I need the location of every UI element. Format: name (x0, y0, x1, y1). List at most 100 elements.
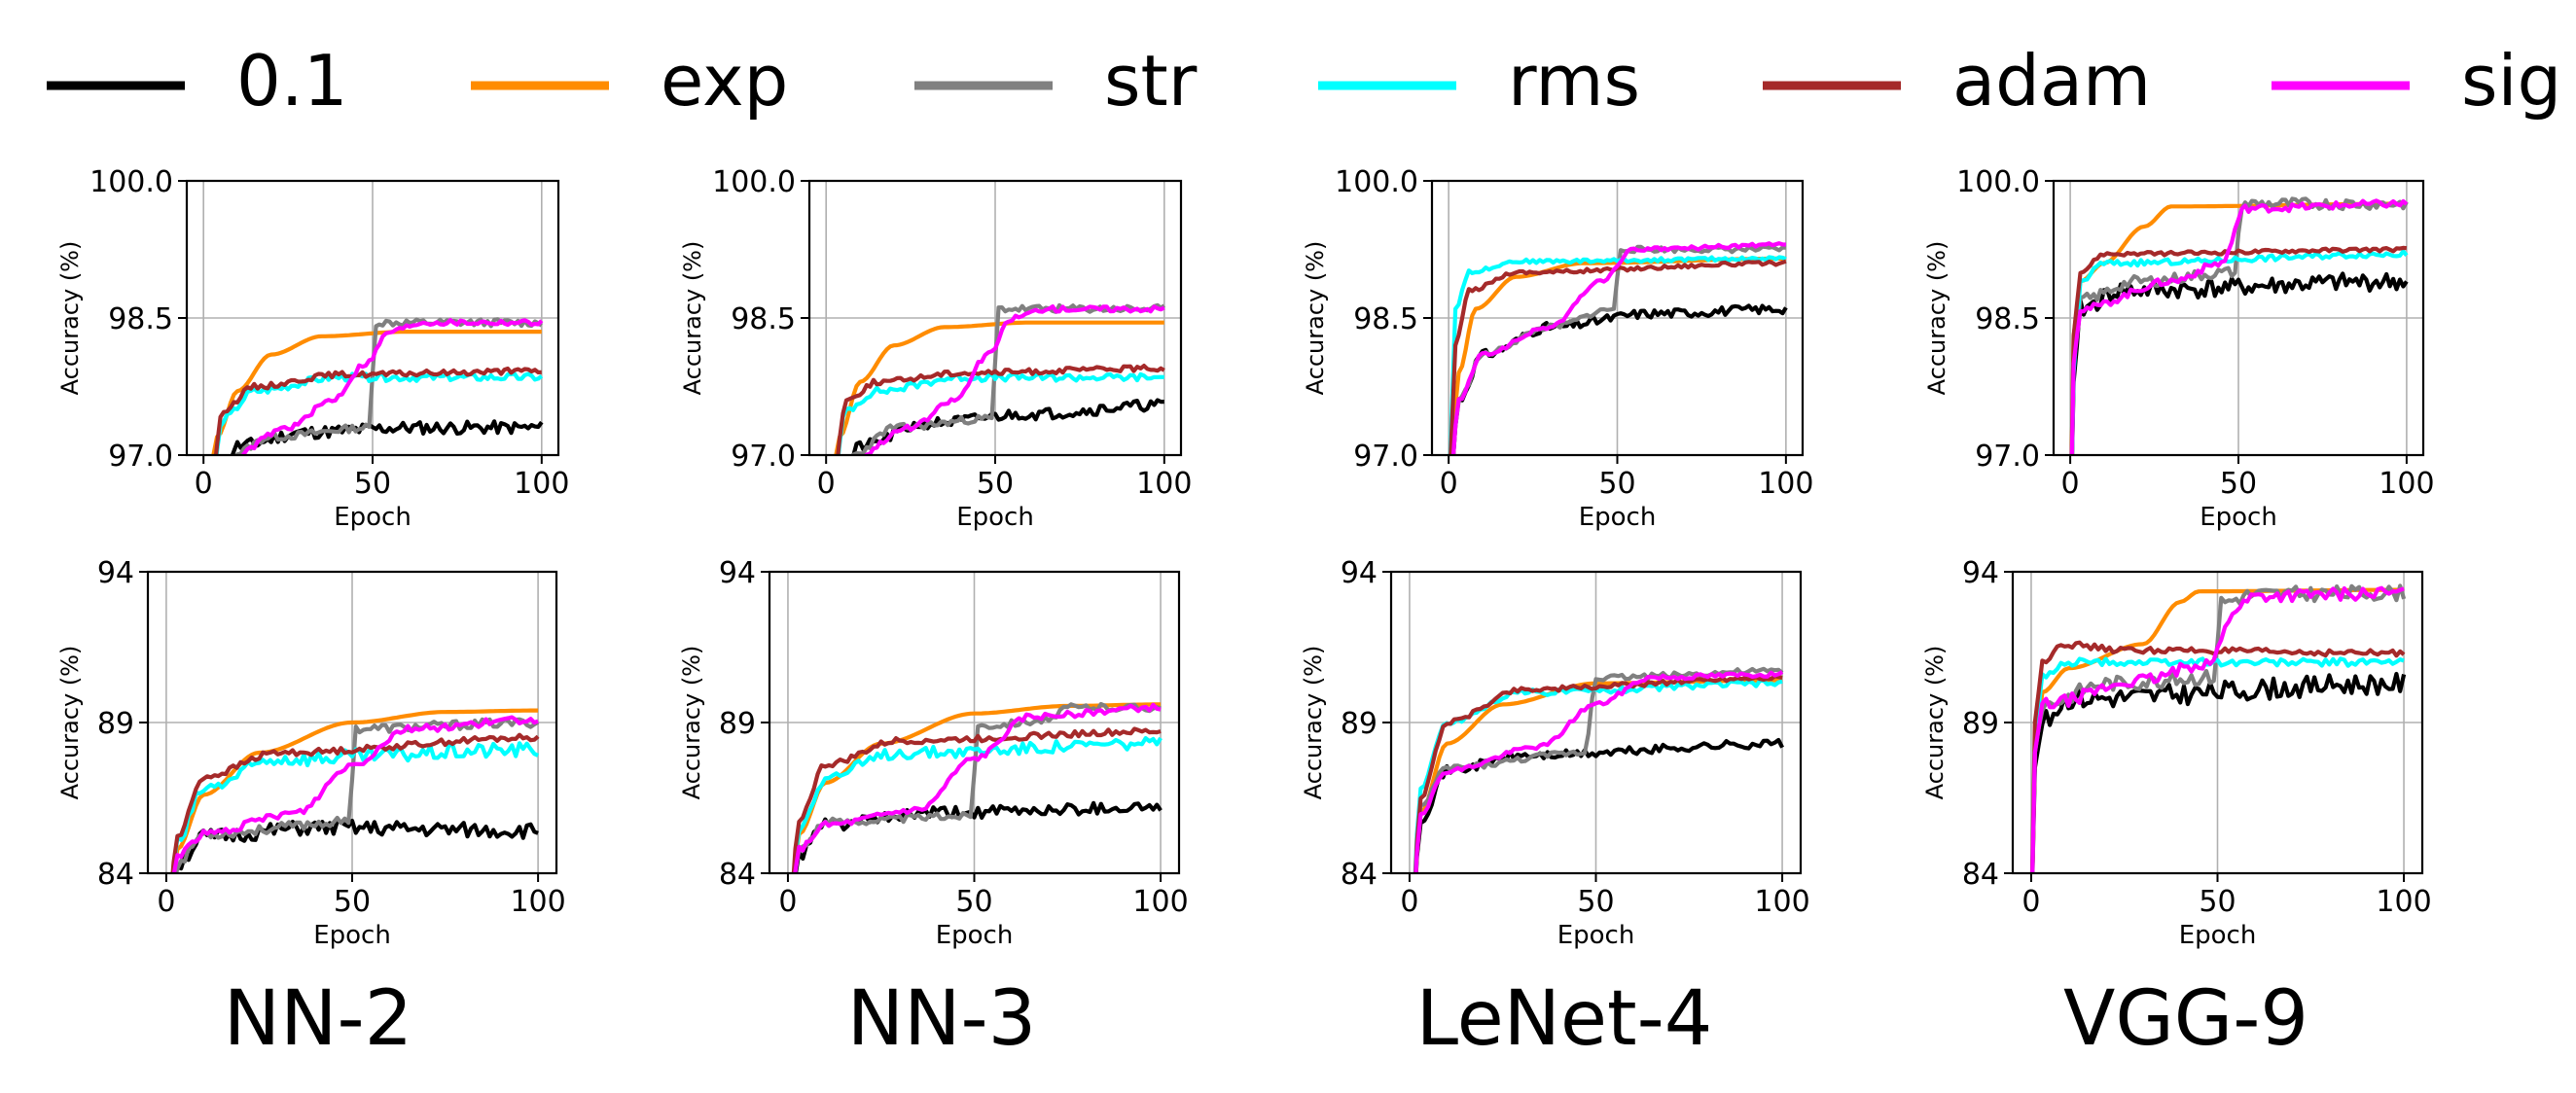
legend-label-rms: rms (1508, 40, 1640, 122)
x-tick-label-50: 50 (977, 467, 1014, 501)
legend-label-c01: 0.1 (236, 40, 348, 122)
x-tick-label-0: 0 (157, 885, 175, 919)
x-tick-label-50: 50 (334, 885, 371, 919)
y-tick-label-100.0: 100.0 (1335, 165, 1418, 199)
y-tick-label-89: 89 (1341, 707, 1377, 741)
series-line-adam (1413, 674, 1783, 873)
x-axis-label: Epoch (334, 503, 411, 532)
model-name-vgg-9: VGG-9 (2063, 975, 2308, 1063)
legend-label-exp: exp (661, 40, 788, 122)
chart-top-nn-2: 0 50 100 97.0 98.5 100.0 Epoch Accuracy (%) (56, 165, 569, 532)
legend-label-adam: adam (1952, 40, 2151, 122)
chart-bottom-nn-2: 0 50 100 84 89 94 Epoch Accuracy (%) (56, 556, 566, 950)
model-name-nn-2: NN-2 (224, 975, 412, 1063)
series-line-rms (836, 371, 1164, 455)
y-tick-label-97.0: 97.0 (1975, 440, 2040, 474)
y-axis-label: Accuracy (%) (678, 646, 705, 800)
series-line-adam (791, 726, 1162, 873)
x-axis-label: Epoch (313, 921, 391, 950)
x-tick-label-100: 100 (1132, 885, 1188, 919)
x-tick-label-0: 0 (2061, 467, 2080, 501)
x-axis-label: Epoch (2200, 503, 2277, 532)
x-tick-label-50: 50 (354, 467, 391, 501)
series-line-str (2069, 196, 2409, 455)
series-line-rms (2069, 249, 2409, 455)
x-tick-label-50: 50 (1577, 885, 1614, 919)
x-tick-label-100: 100 (2376, 885, 2431, 919)
x-tick-label-100: 100 (2379, 467, 2434, 501)
y-tick-label-89: 89 (1962, 707, 1999, 741)
x-tick-label-100: 100 (1758, 467, 1813, 501)
y-tick-label-98.5: 98.5 (1353, 302, 1418, 336)
legend-label-str: str (1104, 40, 1198, 122)
y-tick-label-94: 94 (1962, 556, 1999, 590)
x-tick-label-0: 0 (1440, 467, 1458, 501)
y-tick-label-89: 89 (97, 707, 134, 741)
y-tick-label-84: 84 (97, 858, 134, 892)
y-tick-label-94: 94 (1341, 556, 1377, 590)
series-line-sig (1413, 670, 1784, 873)
series-line-sig (2069, 198, 2409, 455)
y-tick-label-89: 89 (719, 707, 756, 741)
series-line-rms (2029, 656, 2405, 873)
y-axis-label: Accuracy (%) (1300, 646, 1327, 800)
x-axis-label: Epoch (1579, 503, 1657, 532)
x-tick-label-100: 100 (1136, 467, 1192, 501)
series-line-adam (2069, 245, 2408, 455)
series-line-sig (171, 715, 539, 873)
series-line-sig (235, 318, 544, 455)
y-tick-label-97.0: 97.0 (1353, 440, 1418, 474)
legend: 0.1 exp str rms adam sig (47, 40, 2561, 122)
y-tick-label-97.0: 97.0 (731, 440, 796, 474)
model-name-lenet-4: LeNet-4 (1416, 975, 1713, 1063)
x-tick-label-100: 100 (514, 467, 569, 501)
series-line-exp (2069, 201, 2407, 455)
x-tick-label-0: 0 (778, 885, 797, 919)
series-line-c01 (2030, 671, 2407, 873)
y-tick-label-98.5: 98.5 (108, 302, 173, 336)
y-tick-label-100.0: 100.0 (1956, 165, 2040, 199)
y-tick-label-84: 84 (719, 858, 756, 892)
series-line-sig (793, 702, 1162, 873)
x-axis-label: Epoch (2179, 921, 2257, 950)
chart-bottom-lenet-4: 0 50 100 84 89 94 Epoch Accuracy (%) (1300, 556, 1810, 950)
x-tick-label-100: 100 (510, 885, 565, 919)
x-tick-label-100: 100 (1754, 885, 1809, 919)
series-line-exp (834, 320, 1164, 455)
y-axis-label: Accuracy (%) (1921, 646, 1949, 800)
series-line-rms (792, 736, 1163, 873)
chart-top-lenet-4: 0 50 100 97.0 98.5 100.0 Epoch Accuracy (%) (1302, 165, 1813, 532)
y-axis-label: Accuracy (%) (1923, 241, 1950, 396)
x-tick-label-0: 0 (1400, 885, 1418, 919)
series-line-exp (171, 708, 539, 873)
y-axis-label: Accuracy (%) (679, 241, 706, 396)
y-tick-label-94: 94 (97, 556, 134, 590)
series-line-adam (170, 732, 540, 873)
series-line-rms (1448, 255, 1787, 455)
series-line-rms (170, 741, 539, 873)
series-line-c01 (2069, 271, 2409, 455)
y-tick-label-94: 94 (719, 556, 756, 590)
x-tick-label-50: 50 (1598, 467, 1635, 501)
series-line-rms (214, 371, 544, 455)
x-axis-label: Epoch (956, 503, 1034, 532)
chart-top-vgg-9: 0 50 100 97.0 98.5 100.0 Epoch Accuracy (%) (1923, 165, 2435, 532)
x-tick-label-0: 0 (2021, 885, 2040, 919)
x-tick-label-0: 0 (195, 467, 213, 501)
x-axis-label: Epoch (936, 921, 1014, 950)
y-tick-label-84: 84 (1962, 858, 1999, 892)
series-line-adam (836, 364, 1165, 455)
y-axis-label: Accuracy (%) (56, 646, 84, 800)
series-line-adam (213, 366, 542, 455)
series-line-sig (1450, 241, 1786, 455)
x-tick-label-50: 50 (2199, 885, 2236, 919)
y-tick-label-100.0: 100.0 (89, 165, 173, 199)
series-line-sig (2030, 585, 2405, 873)
series-line-sig (858, 304, 1165, 455)
series-line-exp (211, 330, 542, 455)
y-tick-label-97.0: 97.0 (108, 440, 173, 474)
y-axis-label: Accuracy (%) (1302, 241, 1329, 396)
x-tick-label-50: 50 (2220, 467, 2257, 501)
y-axis-label: Accuracy (%) (56, 241, 84, 396)
